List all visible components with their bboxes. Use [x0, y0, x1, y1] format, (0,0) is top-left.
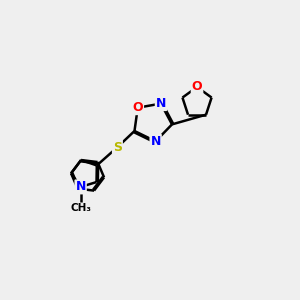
Text: N: N [75, 180, 86, 194]
Text: N: N [156, 97, 166, 110]
Text: O: O [192, 80, 202, 94]
Text: CH₃: CH₃ [70, 203, 91, 213]
Text: S: S [113, 141, 122, 154]
Text: O: O [133, 101, 143, 114]
Text: N: N [151, 135, 161, 148]
